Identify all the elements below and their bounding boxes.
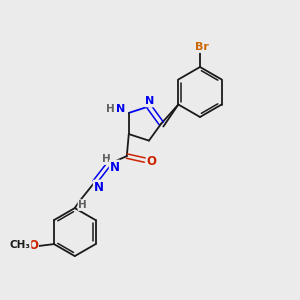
Text: H: H <box>102 154 111 164</box>
Text: Br: Br <box>195 42 209 52</box>
Text: N: N <box>110 160 120 174</box>
Text: H: H <box>78 200 87 210</box>
Text: O: O <box>28 238 38 252</box>
Text: N: N <box>116 104 125 114</box>
Text: H: H <box>106 104 115 114</box>
Text: CH₃: CH₃ <box>10 240 31 250</box>
Text: N: N <box>145 96 154 106</box>
Text: O: O <box>147 154 157 168</box>
Text: N: N <box>94 181 104 194</box>
